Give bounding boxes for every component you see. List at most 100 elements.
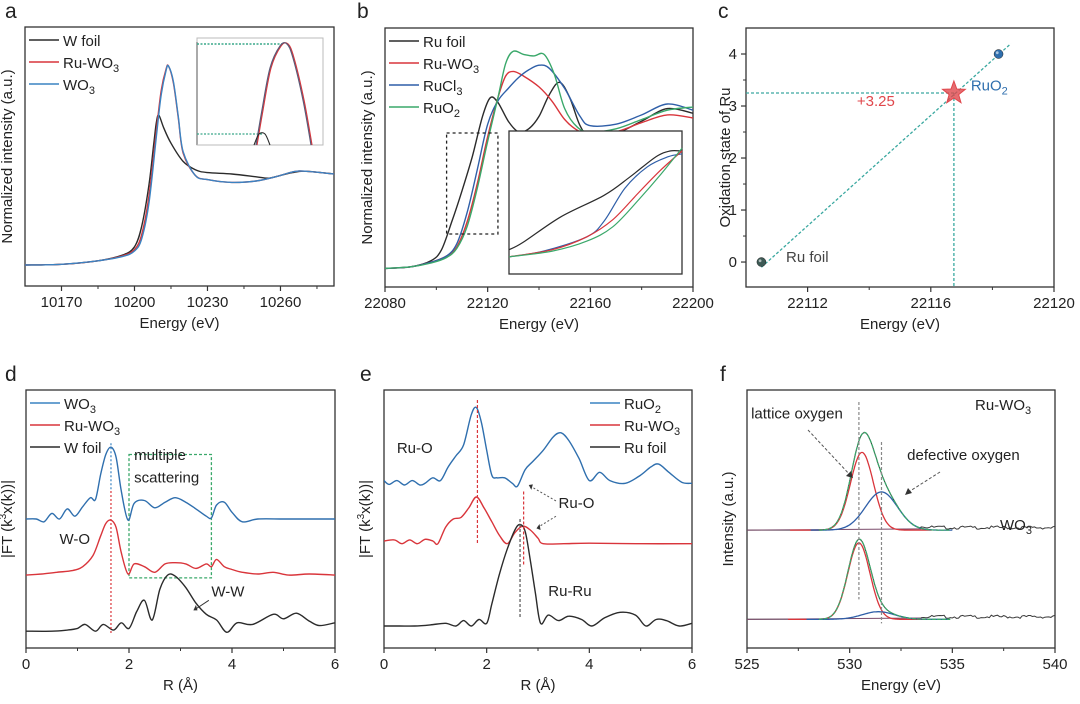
x-tick-label: 10170 xyxy=(41,294,83,311)
legend-label: Ru-WO3 xyxy=(624,418,680,438)
inset-series-ru-foil xyxy=(508,150,683,251)
x-tick-label: 22112 xyxy=(787,295,828,312)
arrow-head xyxy=(193,604,198,611)
x-tick-label: 22200 xyxy=(672,295,714,312)
inset-series-w-foil xyxy=(253,132,271,146)
x-tick-label: 4 xyxy=(585,656,593,673)
y-tick-label: 1 xyxy=(729,202,737,219)
x-tick-label: 22080 xyxy=(364,295,406,312)
annotation-defective-oxygen: defective oxygen xyxy=(907,447,1020,464)
annotation-ru-foil: Ru foil xyxy=(786,249,829,266)
series-line-ru-wo3 xyxy=(26,519,335,576)
panel-letter: c xyxy=(718,0,729,23)
annotation-ru-o: Ru-O xyxy=(397,440,433,457)
x-tick-label: 0 xyxy=(380,656,388,673)
arrow-head xyxy=(528,484,533,490)
y-tick-label: 4 xyxy=(729,46,737,63)
annotation-w-w: W-W xyxy=(211,583,245,600)
inset-series-ruo2 xyxy=(508,147,683,258)
data-point-ruo2 xyxy=(993,49,1004,59)
y-axis-label: |FT (k3x(k))| xyxy=(356,480,374,558)
annotation-ru-ru: Ru-Ru xyxy=(548,583,591,600)
panel-letter: b xyxy=(357,0,369,23)
data-point-highlight xyxy=(995,51,999,55)
series-line-ruo2 xyxy=(384,406,692,488)
x-axis-label: Energy (eV) xyxy=(860,316,940,333)
fit-envelope-wo3 xyxy=(818,538,951,620)
legend-label: Ru-WO3 xyxy=(63,55,119,75)
x-tick-label: 535 xyxy=(940,656,965,673)
legend-label: W foil xyxy=(63,33,101,50)
x-tick-label: 10230 xyxy=(187,294,229,311)
x-tick-label: 4 xyxy=(228,656,236,673)
panel-b-xanes-ru-k: b 22080 22120 22160 22200 Energy (eV) Normaliz… xyxy=(357,0,714,333)
inset-series-ru-wo3 xyxy=(508,150,683,258)
panel-c-oxidation-state: c 22112 22116 22120 0 1 2 3 4 Energy (eV) Oxidatio… xyxy=(717,0,1075,333)
x-tick-label: 10260 xyxy=(260,294,302,311)
annotation-lattice-oxygen: lattice oxygen xyxy=(751,406,843,423)
legend-label: WO3 xyxy=(64,396,96,416)
annotation-arrow xyxy=(807,429,852,477)
y-tick-label: 2 xyxy=(729,150,737,167)
x-axis-label: R (Å) xyxy=(163,677,198,694)
y-axis-label: |FT (k3x(k))| xyxy=(0,480,16,558)
group-label-ru-wo3: Ru-WO3 xyxy=(975,397,1031,417)
x-tick-label: 2 xyxy=(482,656,490,673)
x-tick-label: 22120 xyxy=(467,295,509,312)
inset-series-wo3 xyxy=(255,42,312,146)
annotation-w-o: W-O xyxy=(59,531,90,548)
annotation-arrow xyxy=(530,485,557,502)
annotation-multiple: multiple xyxy=(134,447,186,464)
legend-label: W foil xyxy=(64,440,102,457)
x-tick-label: 2 xyxy=(125,656,133,673)
x-tick-label: 22120 xyxy=(1033,295,1075,312)
fit-line xyxy=(760,43,1012,268)
legend-label: Ru-WO3 xyxy=(64,418,120,438)
x-tick-label: 22116 xyxy=(910,295,951,312)
raw-spectrum-wo3 xyxy=(747,538,1055,620)
multiple-scattering-box xyxy=(128,453,213,579)
x-tick-label: 6 xyxy=(688,656,696,673)
panel-a-xanes-w-l3: a 10170 10200 10230 10260 Energy (eV) Normaliz… xyxy=(0,0,335,332)
x-axis-label: R (Å) xyxy=(521,677,556,694)
annotation-arrow xyxy=(537,515,557,528)
arrow-head xyxy=(846,471,853,478)
legend-label: Ru-WO3 xyxy=(423,56,479,76)
x-axis-label: Energy (eV) xyxy=(861,677,941,694)
y-axis-label: Normalized intensity (a.u.) xyxy=(0,69,16,243)
arrow-head xyxy=(905,488,912,495)
y-axis-label: Oxidation state of Ru xyxy=(717,87,734,227)
x-tick-label: 530 xyxy=(837,656,862,673)
series-line-w-foil xyxy=(26,573,335,633)
x-tick-label: 0 xyxy=(22,656,30,673)
panel-letter: d xyxy=(5,363,17,386)
x-tick-label: 22160 xyxy=(569,295,611,312)
series-line-ru-foil xyxy=(384,523,692,627)
annotation-ruo2: RuO2 xyxy=(971,77,1008,97)
plot-frame xyxy=(24,26,335,287)
series-line-rucl3 xyxy=(385,64,693,270)
panel-letter: a xyxy=(5,0,17,23)
data-point-highlight xyxy=(758,259,762,263)
x-axis-label: Energy (eV) xyxy=(499,316,579,333)
zoom-region-box xyxy=(445,132,499,235)
data-point-star-ru-wo3 xyxy=(941,79,967,104)
series-line-wo3 xyxy=(25,64,334,266)
fit-envelope-ru-wo3 xyxy=(818,431,951,531)
x-tick-label: 6 xyxy=(331,656,339,673)
series-line-ru-wo3 xyxy=(384,496,692,546)
series-line-wo3 xyxy=(26,446,335,523)
annotation-arrow xyxy=(906,471,941,494)
legend-label: RuO2 xyxy=(423,100,460,120)
legend-label: RuO2 xyxy=(624,396,661,416)
x-tick-label: 10200 xyxy=(114,294,156,311)
group-label-wo3: WO3 xyxy=(1000,517,1032,537)
legend-label: RuCl3 xyxy=(423,78,462,98)
inset-frame xyxy=(508,130,683,275)
panel-f-o1s-xps: f 525 530 535 540 Energy (eV) Intensity (a.u.)… xyxy=(720,363,1068,694)
data-point-ru-foil xyxy=(756,257,767,267)
y-tick-label: 0 xyxy=(729,254,737,271)
panel-letter: f xyxy=(720,363,726,386)
